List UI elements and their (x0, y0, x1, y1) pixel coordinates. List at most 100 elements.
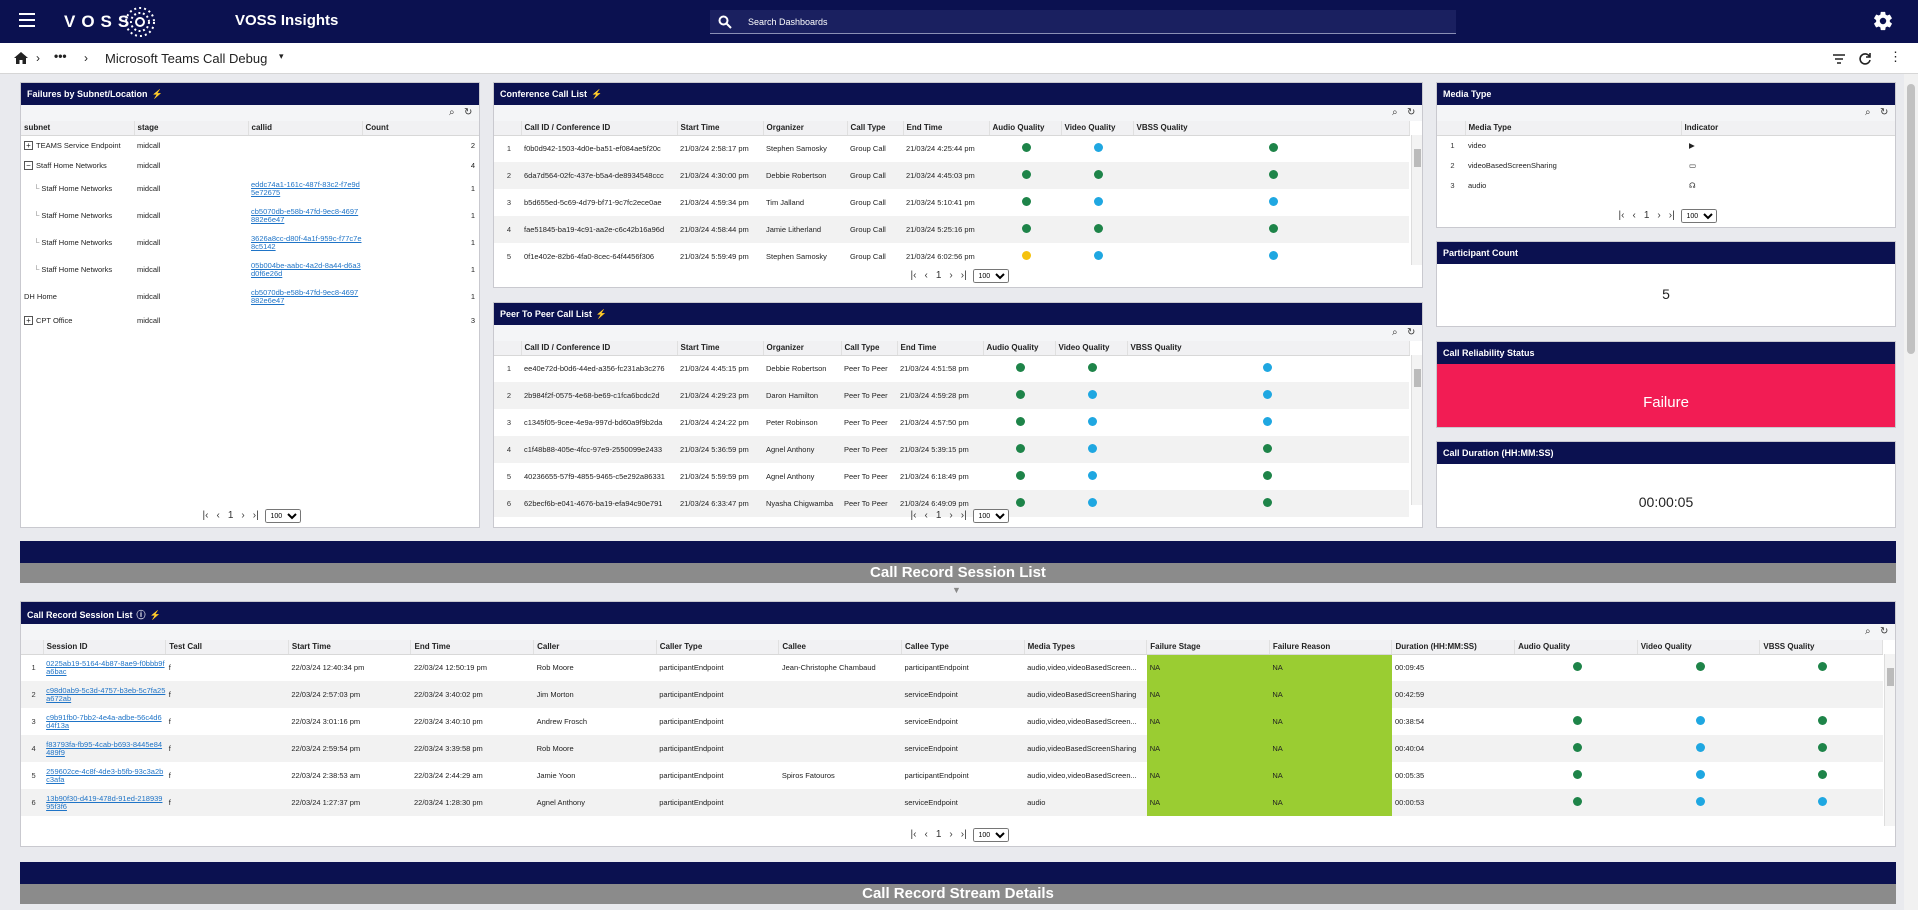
first-page-button[interactable]: |‹ (910, 509, 917, 521)
refresh-icon[interactable]: ↻ (1407, 327, 1416, 338)
call-id-cell[interactable]: 6da7d564-02fc-437e-b5a4-de8934548ccc (521, 162, 677, 189)
column-header[interactable]: Caller Type (656, 640, 780, 655)
page-size-select[interactable]: 100 (1681, 209, 1718, 223)
column-header[interactable]: Audio Quality (1514, 640, 1638, 655)
table-row[interactable]: 3 audio ☊ (1437, 175, 1895, 195)
table-row[interactable]: └ Staff Home Networks midcall 05b004be-aab… (21, 256, 479, 283)
table-row[interactable]: − Staff Home Networks midcall 4 (21, 155, 479, 175)
more-vertical-icon[interactable]: ⋮ (1889, 49, 1902, 64)
table-row[interactable]: 5 40236655-57f9-4855-9465-c5e292a86331 21/… (494, 463, 1409, 490)
column-header[interactable]: Video Quality (1637, 640, 1761, 655)
scrollbar[interactable] (1884, 654, 1895, 826)
search-icon[interactable]: ⌕ (1865, 626, 1871, 637)
table-row[interactable]: 1 f0b0d942-1503-4d0e-ba51-ef084ae5f20c 21/… (494, 135, 1409, 162)
table-row[interactable]: └ Staff Home Networks midcall cb5070db-e58… (21, 202, 479, 229)
session-id-link[interactable]: 259602ce-4c8f-4de3-b5fb-93c3a2bc3afa (46, 766, 164, 784)
scrollbar[interactable] (1411, 355, 1422, 505)
column-header[interactable]: Audio Quality (989, 121, 1062, 136)
filter-icon[interactable] (1832, 52, 1846, 66)
column-header[interactable]: End Time (903, 121, 990, 136)
table-row[interactable]: 2 6da7d564-02fc-437e-b5a4-de8934548ccc 21/… (494, 162, 1409, 189)
search-icon[interactable]: ⌕ (1392, 327, 1398, 338)
column-header[interactable] (494, 121, 522, 136)
column-header[interactable]: Audio Quality (983, 341, 1056, 356)
prev-page-button[interactable]: ‹ (924, 828, 928, 840)
call-id-cell[interactable]: 62becf6b-e041-4676-ba19-efa94c90e791 (521, 490, 677, 517)
session-id-link[interactable]: c9b91fb0-7bb2-4e4a-adbe-56c4d6d4f13a (46, 712, 162, 730)
table-row[interactable]: 2 videoBasedScreenSharing ▭ (1437, 155, 1895, 175)
table-row[interactable]: 6 13b90f30-d419-478d-91ed-21893995f3f6 f 22… (21, 789, 1883, 816)
call-id-cell[interactable]: 0f1e402e-82b6-4fa0-8cec-64f4456f306 (524, 252, 655, 261)
call-id-cell[interactable]: fae51845-ba19-4c91-aa2e-c6c42b16a96d (521, 216, 677, 243)
search-bar[interactable] (710, 10, 1456, 34)
table-row[interactable]: 3 b5d655ed-5c69-4d79-bf71-9c7fc2ece0ae 21/… (494, 189, 1409, 216)
table-row[interactable]: 5 259602ce-4c8f-4de3-b5fb-93c3a2bc3afa f 22… (21, 762, 1883, 789)
search-icon[interactable]: ⌕ (1865, 107, 1871, 118)
next-page-button[interactable]: › (949, 269, 953, 281)
column-header[interactable]: Video Quality (1055, 341, 1128, 356)
table-row[interactable]: 4 fae51845-ba19-4c91-aa2e-c6c42b16a96d 21/… (494, 216, 1409, 243)
column-header[interactable]: Duration (HH:MM:SS) (1391, 640, 1516, 655)
call-id-cell[interactable]: 2b984f2f-0575-4e68-be69-c1fca6bcdc2d (521, 382, 677, 409)
call-id-cell[interactable]: ee40e72d-b0d6-44ed-a356-fc231ab3c276 (524, 364, 665, 374)
next-page-button[interactable]: › (949, 509, 953, 521)
info-icon[interactable]: ⓘ (136, 610, 146, 620)
column-header[interactable]: VBSS Quality (1759, 640, 1883, 655)
prev-page-button[interactable]: ‹ (924, 509, 928, 521)
table-row[interactable]: 3 c1345f05-9cee-4e9a-997d-bd60a9f9b2da 21/… (494, 409, 1409, 436)
page-size-select[interactable]: 100 (973, 269, 1010, 283)
callid-link[interactable]: 3626a8cc-d80f-4a1f-959c-f77c7e8c5142 (251, 233, 362, 251)
table-row[interactable]: 2 2b984f2f-0575-4e68-be69-c1fca6bcdc2d 21/… (494, 382, 1409, 409)
expand-toggle-icon[interactable]: + (24, 140, 33, 150)
column-header[interactable]: Caller (533, 640, 657, 655)
table-row[interactable]: 5 0f1e402e-82b6-4fa0-8cec-64f4456f306 21/0… (494, 243, 1409, 270)
table-row[interactable]: DH Home midcall cb5070db-e58b-47fd-9ec8-46… (21, 283, 479, 310)
expand-toggle-icon[interactable]: + (24, 315, 33, 325)
column-header[interactable]: Failure Stage (1146, 640, 1270, 655)
column-header[interactable]: Call ID / Conference ID (521, 121, 678, 136)
call-id-cell[interactable]: 40236655-57f9-4855-9465-c5e292a86331 (524, 472, 665, 481)
table-row[interactable]: └ Staff Home Networks midcall eddc74a1-161… (21, 175, 479, 202)
column-header[interactable]: stage (134, 121, 249, 136)
table-row[interactable]: + CPT Office midcall 3 (21, 310, 479, 330)
column-header[interactable]: Media Types (1024, 640, 1148, 655)
column-header[interactable]: Callee Type (901, 640, 1025, 655)
column-header[interactable]: End Time (897, 341, 984, 356)
call-id-cell[interactable]: b5d655ed-5c69-4d79-bf71-9c7fc2ece0ae (524, 198, 662, 207)
last-page-button[interactable]: ›| (1668, 209, 1675, 221)
column-header[interactable]: Test Call (165, 640, 289, 655)
column-header[interactable]: Count (362, 121, 479, 136)
table-row[interactable]: 1 0225ab19-5164-4b87-8ae9-f0bbb9fa6bac f 22… (21, 654, 1883, 681)
next-page-button[interactable]: › (241, 509, 245, 521)
page-size-select[interactable]: 100 (973, 828, 1010, 842)
page-size-select[interactable]: 100 (973, 509, 1010, 523)
table-row[interactable]: └ Staff Home Networks midcall 3626a8cc-d80… (21, 229, 479, 256)
refresh-icon[interactable]: ↻ (464, 107, 473, 118)
column-header[interactable]: VBSS Quality (1133, 121, 1410, 136)
table-row[interactable]: 4 f83793fa-fb95-4cab-b693-8445e84489f9 f 22… (21, 735, 1883, 762)
column-header[interactable] (1437, 121, 1466, 136)
session-id-link[interactable]: f83793fa-fb95-4cab-b693-8445e84489f9 (46, 739, 163, 757)
gear-icon[interactable] (1872, 10, 1894, 32)
callid-link[interactable]: 05b004be-aabc-4a2d-8a44-d6a3d0f6e26d (251, 260, 361, 278)
prev-page-button[interactable]: ‹ (216, 509, 220, 521)
call-id-cell[interactable]: f0b0d942-1503-4d0e-ba51-ef084ae5f20c (524, 144, 661, 154)
caret-down-icon[interactable]: ▾ (279, 51, 284, 61)
column-header[interactable] (494, 341, 522, 356)
next-page-button[interactable]: › (1657, 209, 1661, 221)
column-header[interactable] (21, 640, 44, 655)
table-row[interactable]: 1 video ▶ (1437, 135, 1895, 155)
column-header[interactable]: Failure Reason (1269, 640, 1393, 655)
table-row[interactable]: 3 c9b91fb0-7bb2-4e4a-adbe-56c4d6d4f13a f 22… (21, 708, 1883, 735)
first-page-button[interactable]: |‹ (910, 828, 917, 840)
table-row[interactable]: + TEAMS Service Endpoint midcall 2 (21, 135, 479, 155)
column-header[interactable]: Video Quality (1061, 121, 1134, 136)
column-header[interactable]: callid (248, 121, 363, 136)
table-row[interactable]: 4 c1f48b88-405e-4fcc-97e9-2550099e2433 21/… (494, 436, 1409, 463)
page-scrollbar[interactable] (1904, 74, 1918, 910)
breadcrumb-ellipsis[interactable]: ••• (54, 49, 67, 63)
column-header[interactable]: Call Type (847, 121, 904, 136)
last-page-button[interactable]: ›| (960, 509, 967, 521)
first-page-button[interactable]: |‹ (202, 509, 209, 521)
last-page-button[interactable]: ›| (252, 509, 259, 521)
